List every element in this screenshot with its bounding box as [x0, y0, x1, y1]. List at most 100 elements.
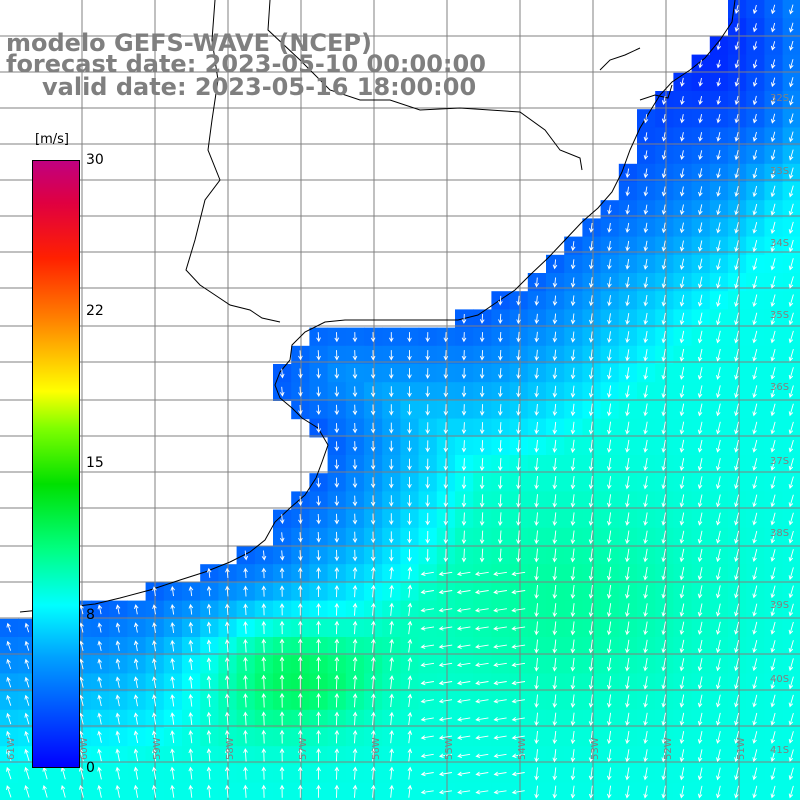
wind-arrow [133, 622, 139, 633]
wind-arrow [316, 656, 321, 672]
wind-arrow [770, 530, 776, 544]
wind-arrow [770, 258, 776, 271]
wind-arrow [661, 132, 667, 142]
wind-arrow [715, 658, 721, 672]
wind-arrow [443, 530, 449, 544]
wind-arrow [407, 422, 412, 434]
wind-arrow [789, 22, 794, 33]
wind-arrow [370, 549, 376, 562]
wind-arrow [643, 439, 648, 453]
wind-arrow [697, 458, 703, 472]
wind-arrow [334, 441, 340, 452]
wind-arrow [661, 150, 667, 161]
wind-arrow [752, 512, 758, 526]
wind-arrow [352, 368, 358, 380]
wind-arrow [298, 638, 303, 653]
wind-arrow [734, 494, 740, 508]
wind-arrow [770, 77, 776, 88]
wind-arrow [493, 717, 507, 722]
wind-arrow [151, 766, 157, 780]
wind-arrow [625, 403, 630, 417]
wind-arrow [679, 222, 685, 234]
wind-arrow [661, 785, 667, 799]
wind-arrow [625, 694, 630, 708]
wind-arrow [298, 656, 303, 672]
wind-arrow [279, 638, 285, 653]
wind-arrow [716, 240, 721, 252]
wind-arrow [497, 476, 503, 490]
wind-arrow [352, 404, 358, 416]
wind-arrow [352, 441, 358, 452]
wind-arrow [261, 784, 267, 798]
wind-arrow [679, 548, 685, 563]
wind-arrow [643, 676, 648, 690]
wind-arrow [389, 549, 394, 562]
wind-arrow [261, 711, 267, 726]
wind-arrow [389, 784, 394, 798]
wind-arrow [552, 295, 558, 306]
wind-arrow [752, 731, 758, 744]
longitude-labels: 61W 60W 59W 58W 57W 56W 55W 54W 53W 52W 51W [6, 737, 747, 760]
wind-arrow [389, 513, 394, 526]
wind-arrow [588, 421, 594, 435]
wind-arrow [479, 494, 485, 508]
wind-arrow [316, 638, 321, 653]
wind-arrow [261, 550, 267, 561]
wind-arrow [420, 735, 434, 740]
wind-arrow [352, 674, 358, 690]
wind-arrow [697, 621, 703, 635]
wind-arrow [493, 735, 507, 740]
wind-arrow [316, 620, 321, 635]
wind-arrow [279, 368, 285, 379]
wind-arrow [371, 656, 376, 671]
wind-arrow [420, 717, 434, 722]
wind-arrow [552, 548, 558, 563]
wind-arrow [443, 404, 449, 416]
wind-arrow [698, 77, 703, 87]
wind-arrow [788, 621, 794, 635]
wind-arrow [516, 331, 521, 343]
wind-arrow [679, 621, 685, 636]
wind-arrow [534, 676, 539, 690]
wind-arrow [188, 675, 194, 689]
wind-arrow [680, 114, 685, 124]
wind-arrow [224, 603, 230, 616]
wind-arrow [570, 767, 576, 781]
wind-arrow [697, 749, 703, 763]
wind-arrow [625, 222, 630, 234]
wind-arrow [188, 603, 194, 615]
wind-arrow [752, 403, 758, 417]
wind-arrow [552, 421, 558, 435]
wind-arrow [570, 676, 576, 690]
wind-arrow [352, 531, 358, 544]
wind-arrow [334, 513, 340, 525]
wind-arrow [716, 312, 721, 326]
wind-arrow [261, 603, 267, 616]
wind-arrow [133, 676, 139, 688]
wind-arrow [734, 113, 740, 124]
wind-arrow [570, 548, 576, 563]
wind-arrow [606, 476, 612, 490]
wind-arrow [456, 644, 471, 649]
wind-arrow [188, 693, 194, 707]
wind-arrow [734, 204, 739, 216]
wind-arrow [188, 585, 194, 597]
wind-arrow [443, 350, 449, 361]
wind-arrow [493, 753, 507, 759]
wind-arrow [734, 658, 740, 672]
wind-arrow [438, 680, 453, 686]
wind-arrow [643, 204, 649, 215]
wind-arrow [516, 403, 521, 416]
wind-arrow [606, 421, 612, 435]
wind-arrow [298, 567, 303, 579]
wind-arrow [534, 349, 540, 361]
wind-arrow [425, 512, 430, 526]
wind-arrow [588, 476, 594, 490]
wind-arrow [6, 676, 12, 688]
wind-arrow [625, 349, 630, 362]
wind-arrow [457, 789, 471, 795]
wind-arrow [457, 771, 471, 777]
valid-date: valid date: 2023-05-16 18:00:00 [42, 73, 477, 101]
wind-arrow [389, 332, 394, 343]
